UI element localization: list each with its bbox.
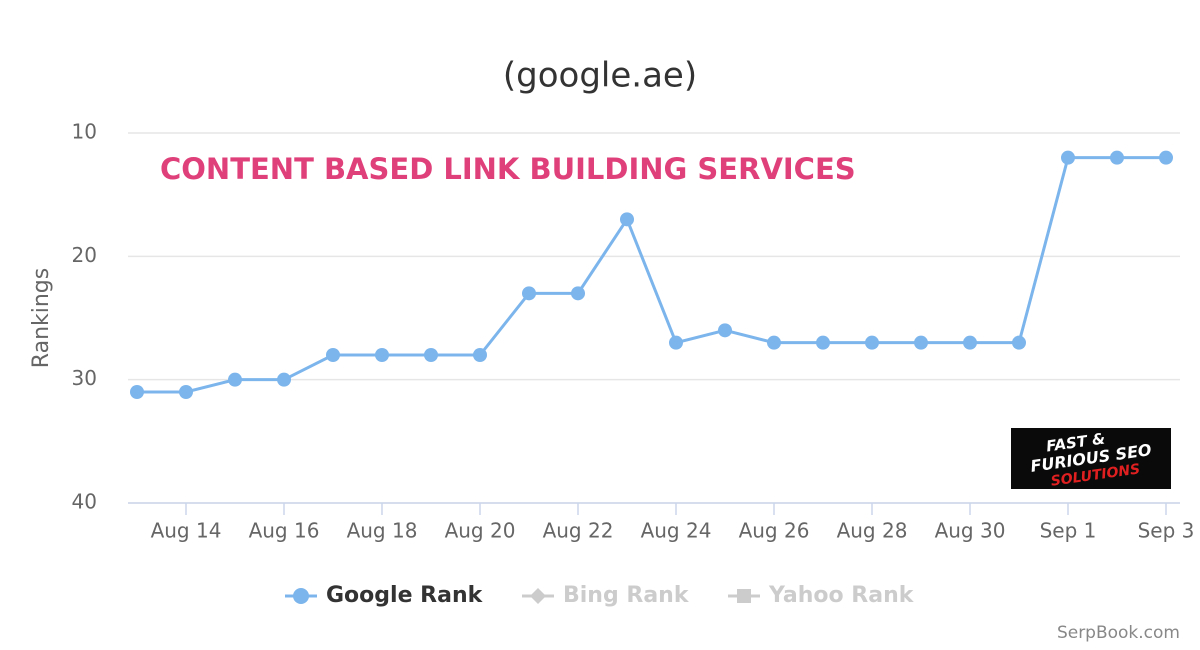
x-tick-label: Aug 14 — [151, 519, 222, 543]
x-tick-label: Sep 3 — [1138, 519, 1195, 543]
chart-title: (google.ae) — [503, 56, 697, 96]
data-point — [375, 348, 389, 362]
x-tick-label: Aug 24 — [641, 519, 712, 543]
data-point — [179, 385, 193, 399]
x-tick-label: Aug 16 — [249, 519, 320, 543]
data-point — [669, 335, 683, 350]
data-point — [963, 335, 977, 350]
data-point — [522, 286, 536, 301]
data-point — [571, 286, 585, 301]
y-tick-label: 10 — [72, 120, 97, 144]
data-point — [865, 335, 879, 350]
data-point — [620, 212, 634, 227]
legend-label: Yahoo Rank — [768, 583, 915, 608]
legend-label: Google Rank — [326, 583, 484, 608]
data-point — [914, 335, 928, 350]
credit: SerpBook.com — [1057, 623, 1180, 643]
data-point — [473, 348, 487, 362]
legend-label: Bing Rank — [563, 583, 690, 608]
data-point — [130, 385, 144, 399]
legend-marker — [737, 589, 751, 603]
data-point — [816, 335, 830, 350]
data-point — [718, 323, 732, 338]
data-point — [1061, 150, 1075, 165]
y-axis-label: Rankings — [29, 268, 54, 368]
data-point — [767, 335, 781, 350]
x-tick-label: Aug 28 — [837, 519, 908, 543]
data-point — [1159, 150, 1173, 165]
data-point — [424, 348, 438, 362]
legend-item[interactable]: Yahoo Rank — [728, 583, 915, 608]
legend-item[interactable]: Google Rank — [285, 583, 484, 608]
y-tick-label: 40 — [72, 490, 97, 514]
x-tick-label: Aug 26 — [739, 519, 810, 543]
data-point — [326, 348, 340, 362]
data-point — [228, 372, 242, 387]
logo: FAST & FURIOUS SEO SOLUTIONS — [1011, 428, 1171, 490]
legend-marker — [530, 588, 546, 604]
data-point — [277, 372, 291, 387]
x-tick-label: Sep 1 — [1040, 519, 1097, 543]
y-tick-label: 30 — [72, 366, 97, 390]
legend-item[interactable]: Bing Rank — [522, 583, 690, 608]
x-tick-label: Aug 22 — [543, 519, 614, 543]
legend-marker — [293, 588, 309, 604]
annotation: CONTENT BASED LINK BUILDING SERVICES — [160, 152, 856, 186]
data-point — [1110, 150, 1124, 165]
x-tick-label: Aug 30 — [935, 519, 1006, 543]
y-tick-label: 20 — [72, 243, 97, 267]
series-line — [137, 156, 1166, 394]
data-point — [1012, 335, 1026, 350]
x-tick-label: Aug 20 — [445, 519, 516, 543]
logo-background — [1011, 428, 1171, 489]
x-tick-label: Aug 18 — [347, 519, 418, 543]
